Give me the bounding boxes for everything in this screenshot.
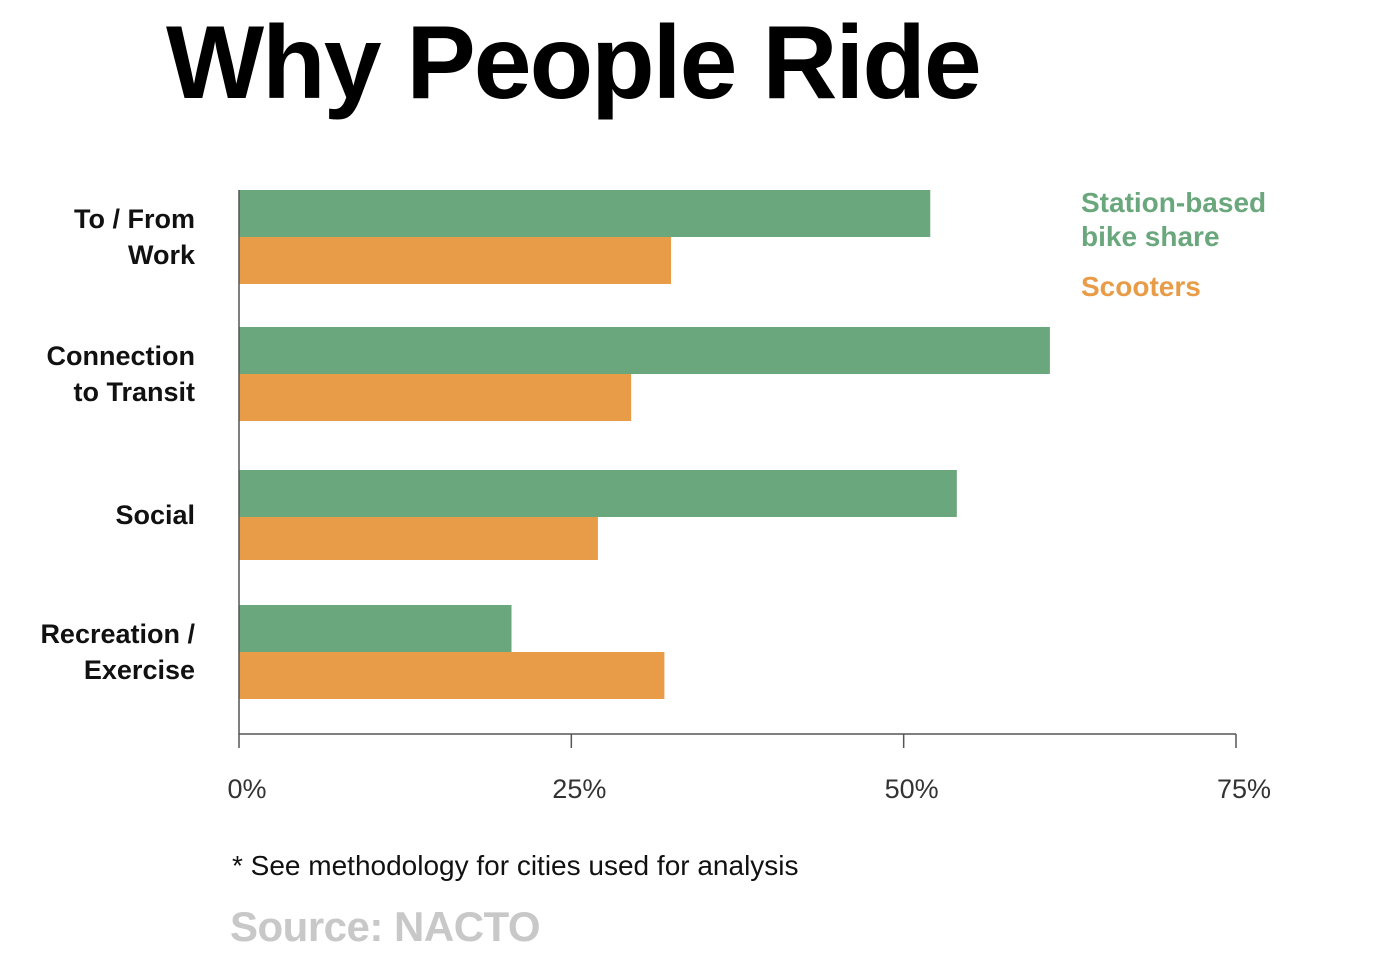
bars-group	[239, 190, 1050, 699]
bar-scooters-3	[239, 652, 665, 699]
category-labels: To / From Work Connection to Transit Social R…	[40, 204, 196, 685]
bar-bike-share-0	[239, 190, 931, 237]
legend-label-line: Scooters	[1081, 271, 1201, 302]
legend-item-scooters: Scooters	[1081, 271, 1201, 302]
x-tick-label: 75%	[1217, 774, 1271, 804]
category-label: Connection to Transit	[47, 341, 196, 407]
category-label-line: To / From	[74, 204, 195, 234]
legend-label-line: Station-based	[1081, 187, 1266, 218]
category-label-line: Recreation /	[40, 619, 195, 649]
legend-label-line: bike share	[1081, 221, 1220, 252]
category-label: Social	[115, 500, 195, 530]
legend-item-bike-share: Station-based bike share	[1081, 187, 1266, 252]
x-tick-label: 0%	[227, 774, 266, 804]
chart-title: Why People Ride	[166, 5, 982, 121]
category-label-line: Social	[115, 500, 195, 530]
category-label: Recreation / Exercise	[40, 619, 195, 685]
category-label: To / From Work	[74, 204, 196, 270]
x-tick-label: 50%	[885, 774, 939, 804]
bar-scooters-2	[239, 517, 598, 560]
category-label-line: Work	[128, 240, 196, 270]
source-credit: Source: NACTO	[230, 903, 541, 950]
category-label-line: Connection	[47, 341, 196, 371]
bar-bike-share-2	[239, 470, 957, 517]
category-label-line: Exercise	[84, 655, 195, 685]
bar-scooters-0	[239, 237, 672, 284]
bar-bike-share-3	[239, 605, 512, 652]
x-axis: 0% 25% 50% 75%	[227, 190, 1271, 804]
bar-scooters-1	[239, 374, 632, 421]
legend: Station-based bike share Scooters	[1081, 187, 1266, 302]
footnote: * See methodology for cities used for an…	[232, 850, 799, 881]
x-tick-label: 25%	[552, 774, 606, 804]
bar-bike-share-1	[239, 327, 1050, 374]
category-label-line: to Transit	[73, 377, 195, 407]
